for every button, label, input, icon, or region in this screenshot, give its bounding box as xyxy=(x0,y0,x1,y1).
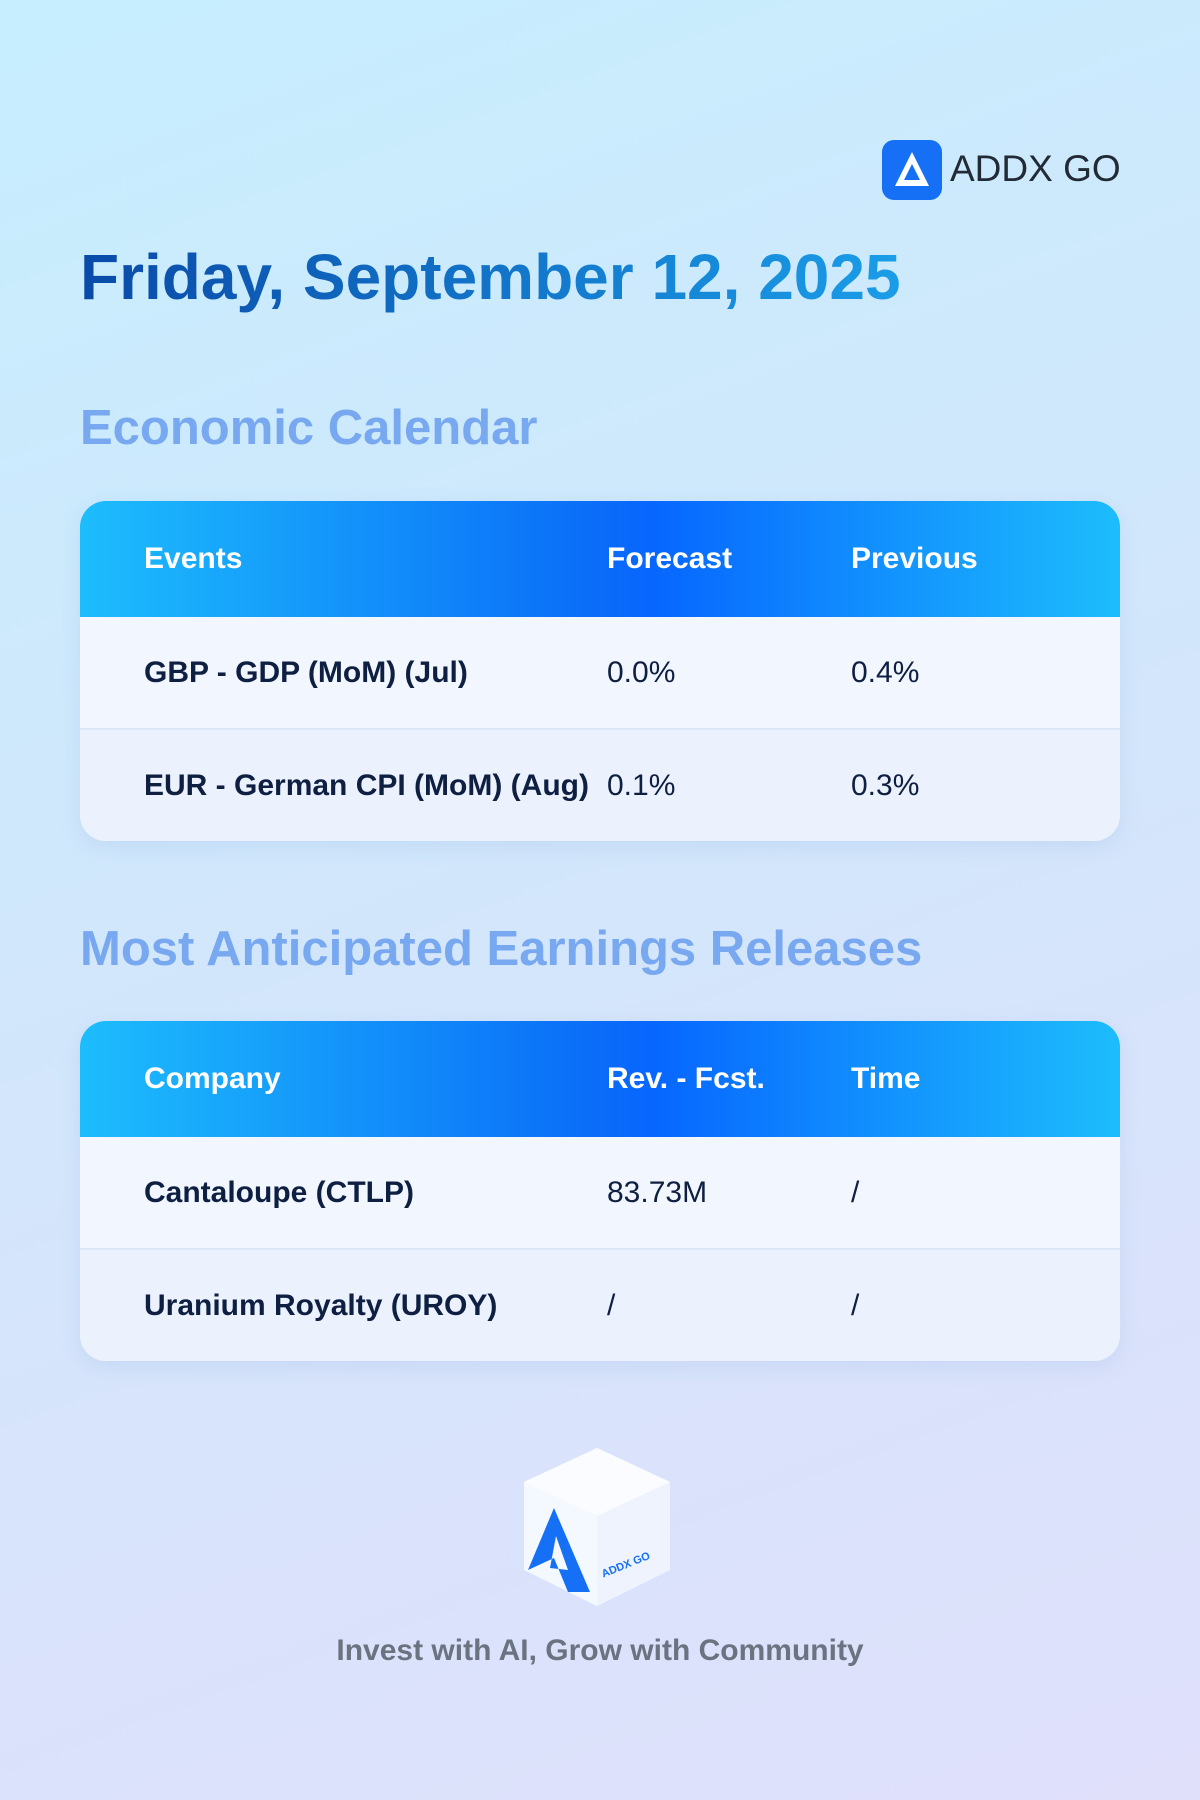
table-card: Events Forecast Previous GBP - GDP (MoM) (J… xyxy=(80,501,1120,841)
table: Company Rev. - Fcst. Time Cantaloupe (CTLP)… xyxy=(80,1021,1120,1361)
table-row: EUR - German CPI (MoM) (Aug) 0.1% 0.3% xyxy=(80,728,1120,841)
table-row: Cantaloupe (CTLP) 83.73M / xyxy=(80,1137,1120,1249)
column-header: Events xyxy=(144,542,243,575)
table-head: Events Forecast Previous xyxy=(80,501,1120,617)
table-card: Company Rev. - Fcst. Time Cantaloupe (CTLP)… xyxy=(80,1021,1120,1361)
column-header: Forecast xyxy=(607,542,733,575)
column-header: Time xyxy=(851,1062,921,1095)
table-cell: 0.0% xyxy=(607,655,676,689)
section-title: Most Anticipated Earnings Releases xyxy=(80,922,923,976)
tagline: Invest with AI, Grow with Community xyxy=(336,1634,864,1667)
table-cell: / xyxy=(851,1248,1120,1361)
table-cell: / xyxy=(607,1248,851,1361)
table-cell: GBP - GDP (MoM) (Jul) xyxy=(144,655,468,689)
table-cell: 0.4% xyxy=(851,655,920,689)
brand-name: ADDX GO xyxy=(950,148,1121,189)
table-body: Cantaloupe (CTLP) 83.73M / Uranium Royalty … xyxy=(80,1137,1120,1361)
table-cell: 0.1% xyxy=(607,728,851,841)
table-row: GBP - GDP (MoM) (Jul) 0.0% 0.4% xyxy=(80,617,1120,729)
header-row: Company Rev. - Fcst. Time xyxy=(80,1021,1120,1137)
header-row: Events Forecast Previous xyxy=(80,501,1120,617)
table-cell: / xyxy=(851,1175,860,1209)
table-cell: 0.3% xyxy=(851,728,1120,841)
column-header: Company xyxy=(144,1062,281,1095)
cube-logo: ADDX GO xyxy=(524,1448,670,1606)
table-head: Company Rev. - Fcst. Time xyxy=(80,1021,1120,1137)
table-cell: Uranium Royalty (UROY) xyxy=(80,1248,607,1361)
table-row: Uranium Royalty (UROY) / / xyxy=(80,1248,1120,1361)
table-cell: Cantaloupe (CTLP) xyxy=(144,1175,414,1209)
date-title: Friday, September 12, 2025 xyxy=(80,241,901,313)
column-header: Previous xyxy=(851,542,978,575)
table: Events Forecast Previous GBP - GDP (MoM) (J… xyxy=(80,501,1120,841)
table-cell: EUR - German CPI (MoM) (Aug) xyxy=(80,728,607,841)
table-cell: 83.73M xyxy=(607,1175,708,1209)
section-title: Economic Calendar xyxy=(80,401,538,455)
column-header: Rev. - Fcst. xyxy=(607,1062,765,1095)
brand-icon xyxy=(882,140,942,200)
table-body: GBP - GDP (MoM) (Jul) 0.0% 0.4% EUR - Germa… xyxy=(80,617,1120,841)
